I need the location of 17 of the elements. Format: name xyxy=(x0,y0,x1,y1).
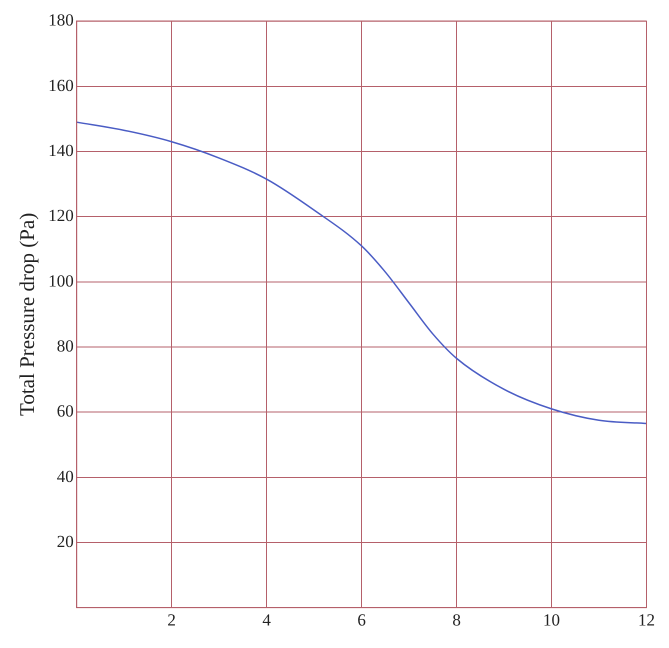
x-tick-label: 2 xyxy=(167,610,176,630)
y-tick-label: 20 xyxy=(56,532,74,551)
y-tick-label: 140 xyxy=(48,140,74,160)
y-tick-label: 180 xyxy=(48,10,74,30)
x-tick-label: 10 xyxy=(543,610,560,630)
x-tick-label: 8 xyxy=(452,610,461,630)
y-tick-label: 80 xyxy=(56,336,74,356)
y-axis-title: Total Pressure drop (Pa) xyxy=(15,212,40,416)
x-tick-label: 6 xyxy=(357,610,366,630)
y-tick-label: 120 xyxy=(48,206,74,226)
y-tick-label: 40 xyxy=(56,466,74,486)
y-tick-label: 60 xyxy=(56,402,74,421)
y-tick-label: 100 xyxy=(48,271,74,290)
y-tick-label: 160 xyxy=(48,76,74,95)
line-series xyxy=(76,121,646,424)
x-tick-label: 4 xyxy=(262,610,272,630)
x-tick-label: 12 xyxy=(638,610,655,630)
